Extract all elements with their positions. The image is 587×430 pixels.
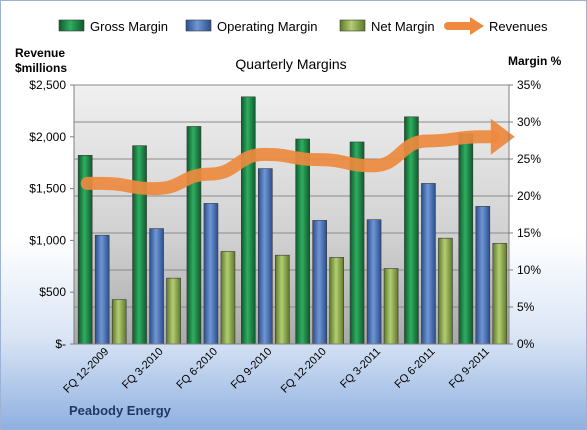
bar-gross-margin — [295, 138, 310, 345]
bar-gross-margin — [458, 133, 474, 345]
bar-gross-margin — [186, 126, 202, 345]
right-tick-label: 35% — [517, 78, 541, 92]
x-tick-label: FQ 12-2009 — [61, 346, 111, 396]
bar-operating-margin — [94, 234, 110, 345]
right-tick-label: 10% — [517, 263, 541, 277]
right-tick-label: 20% — [517, 189, 541, 203]
left-tick-label: $1,500 — [29, 182, 66, 196]
right-axis-label: Margin % — [508, 54, 562, 68]
right-tick-label: 30% — [517, 115, 541, 129]
x-tick-label: FQ 3-2010 — [120, 346, 166, 392]
bar-operating-margin — [475, 206, 491, 345]
legend-swatch-gross-margin — [58, 19, 85, 32]
right-tick-label: 5% — [517, 300, 535, 314]
legend-label-revenues: Revenues — [489, 19, 548, 34]
bar-operating-margin — [258, 168, 273, 345]
left-axis-label: Revenue — [15, 46, 65, 60]
legend-label-net-margin: Net Margin — [371, 19, 435, 34]
bar-operating-margin — [366, 219, 382, 345]
right-tick-label: 25% — [517, 152, 541, 166]
bar-net-margin — [438, 237, 453, 345]
x-tick-label: FQ 12-2010 — [279, 346, 329, 396]
bar-net-margin — [275, 254, 290, 345]
left-tick-label: $500 — [39, 285, 66, 299]
bar-net-margin — [111, 299, 127, 345]
left-tick-label: $2,000 — [29, 130, 66, 144]
x-tick-label: FQ 9-2010 — [229, 346, 275, 392]
bar-gross-margin — [241, 96, 256, 345]
bar-net-margin — [329, 257, 344, 345]
legend-label-gross-margin: Gross Margin — [90, 19, 168, 34]
bar-gross-margin — [349, 141, 365, 345]
x-tick-label: FQ 3-2011 — [338, 346, 383, 391]
legend-swatch-net-margin — [339, 19, 366, 32]
revenue-arrowhead — [490, 118, 515, 155]
x-tick-label: FQ 9-2011 — [447, 346, 492, 391]
legend-label-operating-margin: Operating Margin — [217, 19, 317, 34]
bar-net-margin — [166, 277, 181, 345]
bar-net-margin — [220, 251, 236, 345]
revenue-line-path — [80, 130, 500, 196]
left-tick-label: $1,000 — [29, 233, 66, 247]
bar-net-margin — [492, 243, 508, 345]
chart-title: Quarterly Margins — [235, 56, 346, 72]
left-tick-label: $2,500 — [29, 78, 66, 92]
bar-operating-margin — [312, 220, 327, 345]
legend-arrow-revenues — [470, 17, 484, 35]
left-axis-label-unit: $millions — [15, 61, 67, 75]
bar-operating-margin — [149, 228, 164, 345]
revenue-line — [80, 118, 515, 196]
right-tick-label: 15% — [517, 226, 541, 240]
legend: Gross Margin Operating Margin Net Margin Re… — [58, 17, 548, 35]
right-tick-label: 0% — [517, 337, 535, 351]
left-tick-label: $- — [55, 337, 66, 351]
x-tick-label: FQ 6-2011 — [392, 346, 437, 391]
bar-net-margin — [383, 268, 399, 345]
bar-operating-margin — [421, 183, 436, 345]
legend-swatch-operating-margin — [185, 19, 212, 32]
axes — [70, 84, 513, 345]
company-name: Peabody Energy — [69, 403, 172, 418]
bar-operating-margin — [203, 203, 219, 345]
bar-gross-margin — [132, 145, 147, 345]
x-tick-label: FQ 6-2010 — [174, 346, 220, 392]
